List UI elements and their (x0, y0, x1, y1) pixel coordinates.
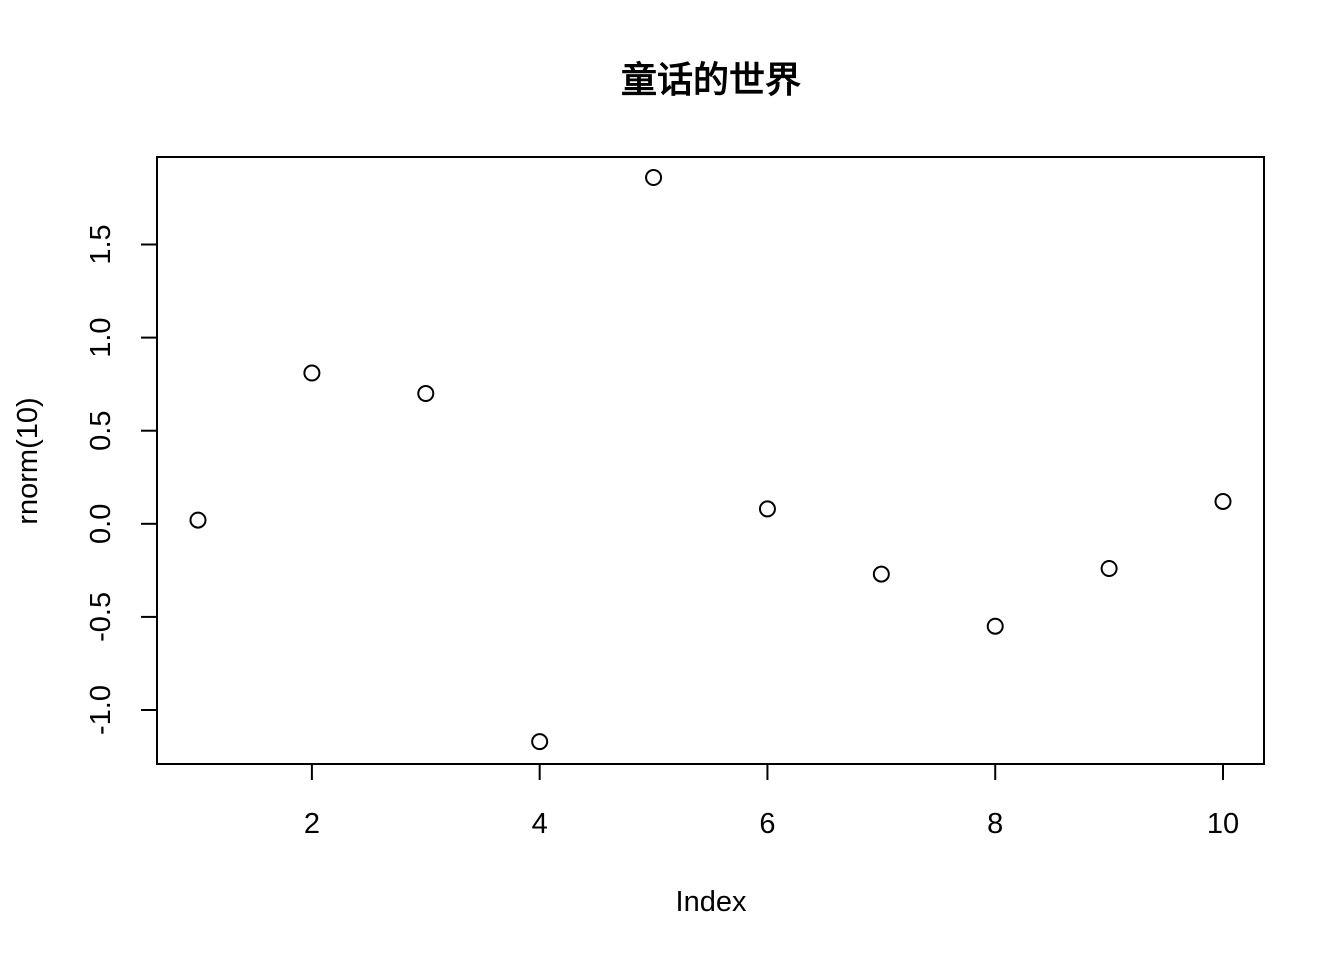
y-tick-label: -0.5 (85, 592, 117, 642)
x-axis: 2 4 6 8 10 (304, 763, 1239, 840)
y-tick-label: 1.0 (85, 317, 117, 357)
data-point (645, 168, 663, 186)
y-axis: -1.0 -0.5 0.0 0.5 1.0 1.5 (85, 224, 158, 735)
y-tick-label: -1.0 (85, 685, 117, 735)
data-point (872, 565, 890, 583)
y-tick-label: 1.5 (85, 224, 117, 264)
y-tick-label: 0.5 (85, 411, 117, 451)
y-axis-label: rnorm(10) (12, 397, 44, 524)
x-tick-label: 4 (532, 808, 548, 840)
x-tick-label: 6 (759, 808, 775, 840)
x-tick-label: 8 (987, 808, 1003, 840)
data-point (986, 617, 1004, 635)
data-point (531, 733, 549, 751)
x-tick-label: 10 (1207, 808, 1239, 840)
data-point (1214, 492, 1232, 510)
data-point (1100, 559, 1118, 577)
data-point (189, 511, 207, 529)
x-tick-label: 2 (304, 808, 320, 840)
y-tick-label: 0.0 (85, 504, 117, 544)
data-point (758, 500, 776, 518)
data-points (189, 168, 1232, 751)
x-axis-label: Index (676, 886, 747, 918)
data-point (303, 364, 321, 382)
chart-title: 童话的世界 (621, 59, 801, 101)
data-point (417, 384, 435, 402)
plot-frame (156, 156, 1265, 765)
